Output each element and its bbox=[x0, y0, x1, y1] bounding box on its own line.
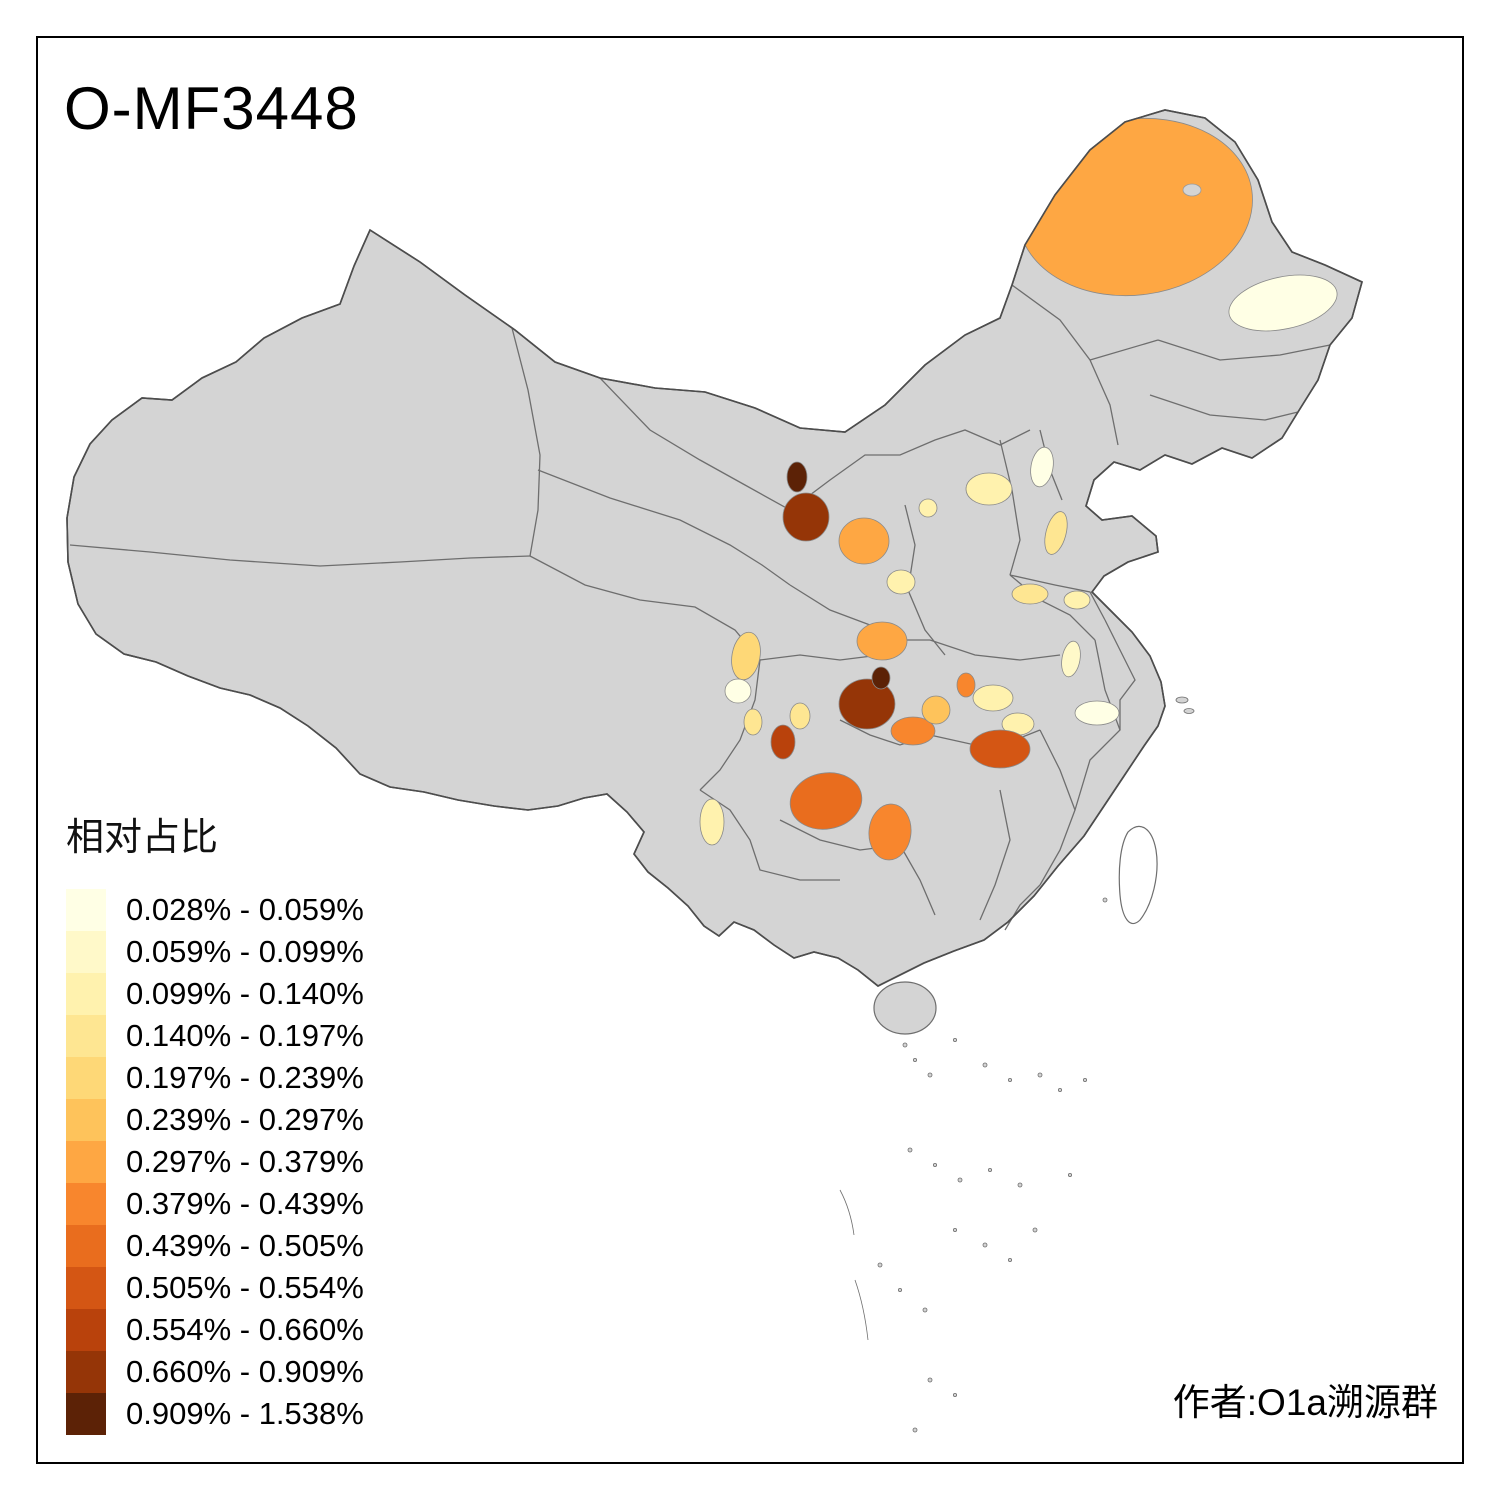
legend-item: 0.297% - 0.379% bbox=[66, 1141, 364, 1183]
legend-swatch bbox=[66, 1183, 106, 1225]
legend-label: 0.909% - 1.538% bbox=[126, 1396, 364, 1431]
map-region-hubei-small-orange bbox=[956, 672, 976, 698]
map-region-west-darkest-small bbox=[786, 461, 808, 493]
map-region-yunnan-pale bbox=[699, 798, 725, 846]
legend-swatch bbox=[66, 1267, 106, 1309]
map-region-sichuan-red-small bbox=[770, 724, 796, 760]
legend-title: 相对占比 bbox=[66, 817, 219, 859]
taiwan-shape bbox=[1118, 826, 1158, 925]
map-region-hubei-west-orange bbox=[890, 716, 936, 746]
map-region-west-dark bbox=[782, 492, 830, 542]
map-region-hunan-sw-orange bbox=[868, 803, 912, 861]
map-region-hubei-mid bbox=[921, 695, 951, 725]
map-region-guizhou-orange bbox=[789, 772, 863, 830]
legend-label: 0.660% - 0.909% bbox=[126, 1354, 364, 1389]
legend-swatch bbox=[66, 1015, 106, 1057]
legend-label: 0.239% - 0.297% bbox=[126, 1102, 364, 1137]
legend-item: 0.059% - 0.099% bbox=[66, 931, 364, 973]
legend-label: 0.028% - 0.059% bbox=[126, 892, 364, 927]
legend-swatch bbox=[66, 1393, 106, 1435]
map-region-ningxia-orange bbox=[838, 517, 890, 565]
map-region-sichuan-yellow-2 bbox=[789, 702, 811, 730]
legend-item: 0.099% - 0.140% bbox=[66, 973, 364, 1015]
legend-swatch bbox=[66, 931, 106, 973]
legend-item: 0.439% - 0.505% bbox=[66, 1225, 364, 1267]
map-region-jiangnan-cream bbox=[1074, 700, 1120, 726]
legend-label: 0.059% - 0.099% bbox=[126, 934, 364, 969]
legend-swatch bbox=[66, 1099, 106, 1141]
mainland-outline bbox=[66, 109, 1363, 987]
legend-item: 0.197% - 0.239% bbox=[66, 1057, 364, 1099]
legend-swatch bbox=[66, 973, 106, 1015]
legend-item: 0.140% - 0.197% bbox=[66, 1015, 364, 1057]
map-region-ningxia-south-pale bbox=[886, 569, 916, 595]
legend-label: 0.297% - 0.379% bbox=[126, 1144, 364, 1179]
legend-swatch bbox=[66, 1309, 106, 1351]
sea-islands bbox=[839, 897, 1108, 1433]
legend-label: 0.140% - 0.197% bbox=[126, 1018, 364, 1053]
legend-label: 0.505% - 0.554% bbox=[126, 1270, 364, 1305]
legend-item: 0.028% - 0.059% bbox=[66, 889, 364, 931]
map-region-chongqing-dark bbox=[838, 678, 896, 730]
map-region-center-pale-small bbox=[918, 498, 938, 518]
attribution: 作者:O1a溯源群 bbox=[1172, 1382, 1438, 1423]
legend-label: 0.197% - 0.239% bbox=[126, 1060, 364, 1095]
legend-label: 0.379% - 0.439% bbox=[126, 1186, 364, 1221]
map-region-shanxi-pale bbox=[965, 472, 1013, 506]
legend-item: 0.554% - 0.660% bbox=[66, 1309, 364, 1351]
legend-label: 0.554% - 0.660% bbox=[126, 1312, 364, 1347]
legend-label: 0.099% - 0.140% bbox=[126, 976, 364, 1011]
legend-item: 0.379% - 0.439% bbox=[66, 1183, 364, 1225]
map-region-hunan-ne-darkorange bbox=[969, 729, 1031, 769]
hulun-lake bbox=[1182, 183, 1202, 197]
map-region-anhui-cream bbox=[1061, 640, 1081, 678]
map-region-henan-pale bbox=[1063, 590, 1091, 610]
legend-swatch bbox=[66, 1351, 106, 1393]
map-region-hubei-east-pale bbox=[972, 684, 1014, 712]
map-region-sichuan-yellow-1 bbox=[743, 708, 763, 736]
legend-items: 0.028% - 0.059% 0.059% - 0.099% 0.099% -… bbox=[66, 889, 364, 1435]
legend-item: 0.505% - 0.554% bbox=[66, 1267, 364, 1309]
map-region-northeast-pale bbox=[1228, 274, 1338, 332]
map-region-chongqing-darkest bbox=[871, 666, 891, 690]
legend-item: 0.909% - 1.538% bbox=[66, 1393, 364, 1435]
map-region-sichuan-cream bbox=[724, 678, 752, 704]
legend-swatch bbox=[66, 1225, 106, 1267]
legend-swatch bbox=[66, 889, 106, 931]
hainan-shape bbox=[873, 981, 937, 1035]
legend: 相对占比 0.028% - 0.059% 0.059% - 0.099% 0.0… bbox=[66, 806, 364, 1435]
legend-swatch bbox=[66, 1057, 106, 1099]
map-region-gansu-south-orange bbox=[856, 621, 908, 661]
legend-item: 0.239% - 0.297% bbox=[66, 1099, 364, 1141]
legend-item: 0.660% - 0.909% bbox=[66, 1351, 364, 1393]
plot-title: O-MF3448 bbox=[64, 75, 359, 142]
coastal-islands bbox=[1175, 696, 1195, 714]
map-region-henan-yellow bbox=[1011, 583, 1049, 605]
map-region-hebei-cream bbox=[1030, 446, 1054, 488]
legend-swatch bbox=[66, 1141, 106, 1183]
map-region-hebei-yellow bbox=[1044, 511, 1068, 555]
legend-label: 0.439% - 0.505% bbox=[126, 1228, 364, 1263]
